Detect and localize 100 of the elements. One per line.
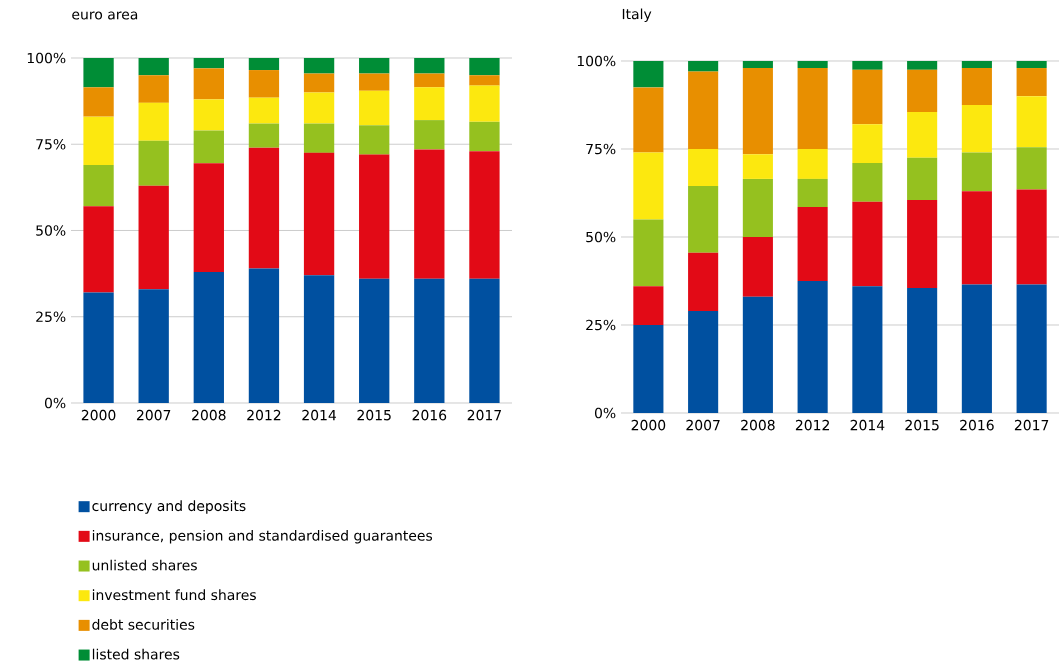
bar — [248, 97, 280, 124]
bar — [414, 73, 445, 88]
bar — [907, 199, 938, 288]
bar — [907, 69, 938, 112]
bar — [193, 57, 224, 69]
y-tick-label: 100% — [27, 52, 66, 64]
bar — [248, 147, 280, 269]
bar — [303, 92, 335, 124]
bar — [742, 178, 773, 237]
y-tick-label: 100% — [577, 55, 616, 67]
legend-label: currency and deposits — [92, 500, 246, 514]
x-tick-label: 2000 — [631, 419, 666, 431]
bar — [414, 119, 445, 150]
bar — [852, 60, 883, 70]
y-tick-label: 0% — [594, 407, 616, 419]
legend-label: debt securities — [92, 618, 195, 630]
bar — [83, 206, 114, 293]
bar — [852, 201, 883, 287]
bar — [303, 152, 335, 276]
bar — [688, 252, 719, 311]
bar — [193, 163, 224, 272]
y-tick-label: 25% — [36, 311, 66, 322]
bar — [961, 67, 992, 105]
bar — [193, 271, 224, 403]
bar — [83, 292, 114, 403]
bar — [359, 57, 390, 74]
bar — [742, 67, 773, 155]
x-tick-label: 2012 — [247, 409, 281, 421]
bar — [688, 310, 719, 413]
bar — [961, 104, 992, 153]
bar — [907, 111, 938, 158]
bar — [83, 164, 114, 207]
bar — [852, 69, 883, 125]
x-tick-label: 2007 — [136, 409, 171, 421]
bar — [359, 154, 390, 279]
bar — [83, 116, 114, 165]
bar — [359, 90, 390, 126]
bar — [248, 57, 280, 70]
x-tick-label: 2014 — [850, 419, 885, 431]
bar — [193, 99, 224, 131]
bar — [248, 268, 280, 403]
bar — [961, 152, 992, 192]
bar — [414, 149, 445, 279]
bar — [1016, 147, 1047, 190]
legend-label: investment fund shares — [92, 589, 256, 600]
bar — [688, 71, 719, 149]
y-tick-label: 50% — [586, 231, 616, 243]
legend-label: insurance, pension and standardised guarantees — [92, 529, 433, 544]
bar — [633, 87, 664, 153]
legend-label: unlisted shares — [92, 559, 197, 571]
bar — [138, 288, 169, 403]
bar — [138, 57, 169, 76]
bar — [193, 130, 224, 164]
bar — [469, 85, 500, 122]
bar — [742, 154, 773, 179]
bar — [469, 150, 500, 279]
x-tick-label: 2008 — [192, 409, 226, 421]
x-tick-label: 2008 — [741, 419, 775, 431]
bar — [359, 73, 390, 91]
bar — [688, 185, 719, 253]
bar — [633, 152, 664, 220]
x-tick-label: 2007 — [686, 419, 720, 431]
bar — [797, 178, 828, 207]
x-tick-label: 2015 — [357, 409, 391, 421]
chart-title: euro area — [72, 11, 138, 20]
bar — [1016, 60, 1047, 68]
x-tick-label: 2017 — [1014, 419, 1049, 431]
bar — [414, 278, 445, 403]
x-tick-label: 2016 — [960, 419, 994, 431]
bar — [138, 185, 169, 289]
y-tick-label: 50% — [36, 225, 66, 236]
bar — [633, 324, 664, 413]
bar — [359, 125, 390, 155]
y-tick-label: 75% — [586, 143, 616, 155]
chart-title: Italy — [622, 8, 652, 22]
bar — [742, 296, 773, 413]
bar — [303, 57, 335, 74]
y-tick-label: 25% — [586, 319, 616, 331]
bar — [138, 75, 169, 103]
x-tick-label: 2017 — [467, 409, 501, 421]
bar — [907, 157, 938, 200]
bar — [797, 67, 828, 149]
bar — [852, 162, 883, 202]
bar — [907, 287, 938, 413]
bar — [797, 206, 828, 281]
bar — [469, 121, 500, 151]
bar — [797, 60, 828, 68]
x-tick-label: 2015 — [905, 419, 939, 431]
legend-label: listed shares — [92, 648, 180, 660]
bar — [469, 75, 500, 86]
bar — [742, 236, 773, 297]
y-tick-label: 0% — [44, 397, 66, 409]
bar — [852, 124, 883, 163]
bar — [303, 123, 335, 153]
bar — [688, 148, 719, 186]
bar — [961, 284, 992, 413]
bar — [688, 60, 719, 72]
bar — [248, 123, 280, 148]
bar — [414, 87, 445, 120]
x-tick-label: 2000 — [81, 409, 116, 421]
